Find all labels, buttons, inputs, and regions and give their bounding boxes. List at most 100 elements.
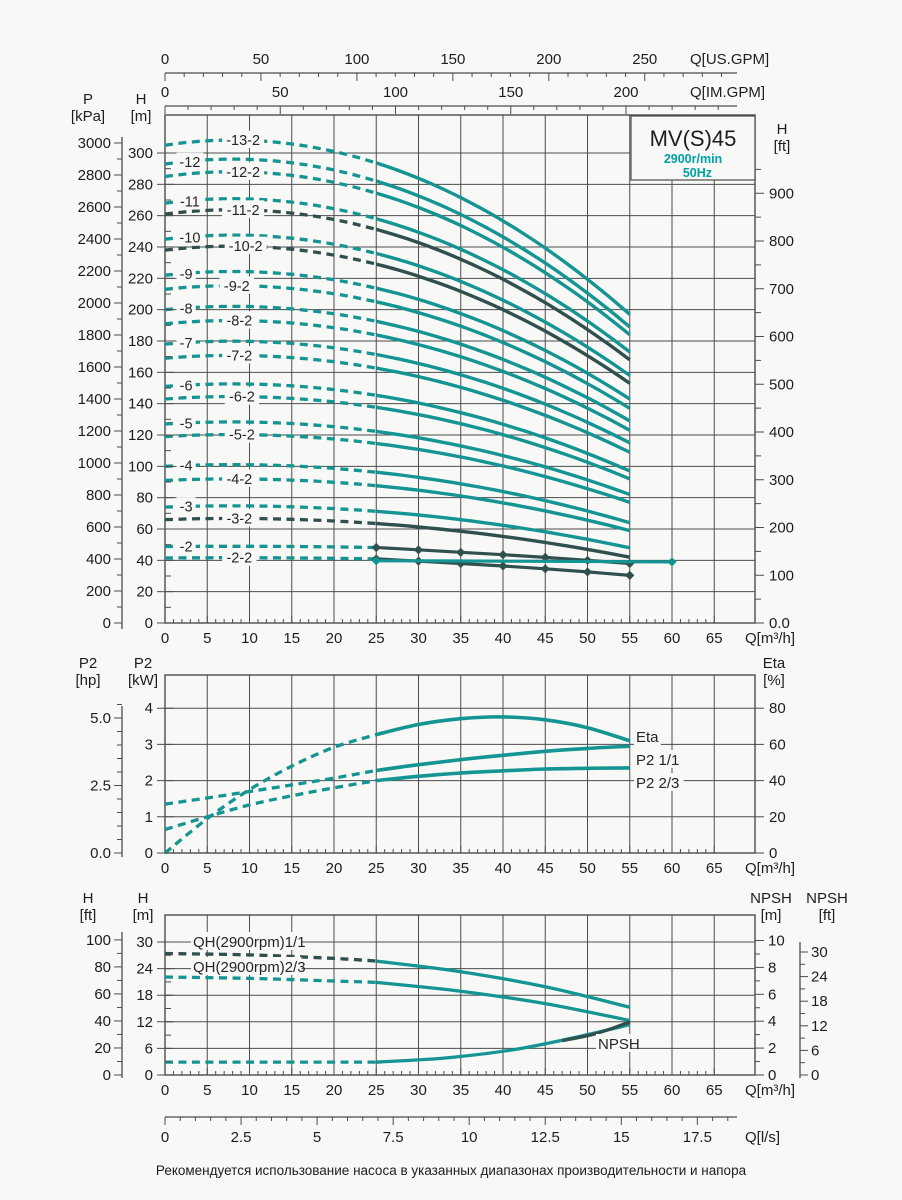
tick-label: 50	[579, 860, 596, 877]
curve-solid-segment	[375, 179, 631, 329]
pump-frequency: 50Hz	[683, 166, 712, 180]
label-mask	[634, 773, 684, 791]
axis-title: [ft]	[80, 907, 97, 924]
tick-label: 120	[128, 427, 153, 444]
curve-solid-segment	[375, 251, 631, 377]
curve-9-2	[164, 284, 631, 410]
tick-label: 0	[161, 860, 169, 877]
label-mask	[222, 508, 257, 527]
tick-label: 0	[161, 1082, 169, 1099]
tick-label: 60	[664, 1082, 681, 1099]
tick-label: 0.0	[90, 845, 111, 862]
axis-title: [ft]	[819, 907, 836, 924]
tick-label: 50	[579, 1082, 596, 1099]
curve-p2-1-1	[164, 744, 630, 806]
tick-label: 50	[272, 84, 289, 101]
max-flow-extension	[371, 556, 677, 567]
curve-label-9-2: -9-2	[224, 279, 250, 295]
label-mask	[222, 311, 257, 329]
tick-label: 40	[495, 630, 512, 647]
axis-title: [m]	[131, 108, 152, 125]
tick-label: 2400	[78, 231, 111, 248]
tick-label: 10	[461, 1129, 478, 1146]
curve-dashed-segment	[164, 318, 377, 337]
label-mask	[222, 200, 265, 218]
axis-title: Q[m³/h]	[745, 860, 795, 877]
tick-label: 30	[410, 1082, 427, 1099]
curve-9	[164, 269, 631, 401]
curve-10	[164, 233, 631, 377]
curve-solid-segment	[376, 559, 673, 564]
pump-model: MV(S)45	[650, 126, 737, 151]
axis-q-m3h-bottom: 0 5 10 15 20 25 30 35 40 45 50 55 60 65 Q[m³/h]	[161, 1082, 795, 1099]
curve-13-2	[164, 138, 631, 316]
label-mask	[176, 413, 196, 432]
tick-label: 18	[811, 993, 828, 1010]
tick-label: 60	[769, 736, 786, 753]
tick-label: 200	[769, 520, 794, 537]
tick-label: 80	[136, 490, 153, 507]
axis-title: Q[IM.GPM]	[690, 84, 765, 101]
tick-label: 2200	[78, 263, 111, 280]
tick-label: 15	[283, 1082, 300, 1099]
curve-4	[164, 463, 631, 525]
tick-label: 10	[241, 860, 258, 877]
tick-label: 0	[161, 51, 169, 68]
curve-6	[164, 382, 631, 473]
axis-title: P2	[79, 655, 97, 672]
tick-label: 2.5	[231, 1129, 252, 1146]
curve-segment	[376, 959, 631, 1009]
curve-solid-segment	[375, 300, 631, 410]
label-mask	[176, 536, 196, 555]
tick-label: 0	[145, 615, 153, 632]
axis-title: [m]	[133, 907, 154, 924]
tick-label: 12	[136, 1014, 153, 1031]
label-mask	[222, 469, 257, 487]
tick-label: 800	[86, 487, 111, 504]
tick-label: 0	[145, 1067, 153, 1084]
tick-label: 160	[128, 364, 153, 381]
tick-label: 4	[768, 1013, 776, 1030]
tick-label: 260	[128, 208, 153, 225]
series-label: QH(2900rpm)2/3	[193, 959, 306, 976]
curve-dashed-segment	[164, 353, 377, 370]
curve-dashed-segment	[164, 339, 377, 357]
tick-label: 1600	[78, 359, 111, 376]
tick-label: 30	[136, 934, 153, 951]
tick-label: 200	[536, 51, 561, 68]
tick-label: 250	[632, 51, 657, 68]
axis-p2-hp: 0.0 2.5 5.0 P2[hp]	[75, 655, 123, 862]
tick-label: 60	[664, 860, 681, 877]
tick-label: 3000	[78, 135, 111, 152]
curve-dashed-segment	[164, 197, 377, 221]
axis-title: Q[m³/h]	[745, 630, 795, 647]
tick-label: 30	[410, 860, 427, 877]
marker-diamond	[371, 556, 381, 566]
curve-dashed-segment	[164, 170, 377, 195]
curve-label-10: -10	[179, 231, 200, 247]
series-label: P2 1/1	[636, 752, 679, 769]
tick-label: 2000	[78, 295, 111, 312]
tick-label: 500	[769, 376, 794, 393]
tick-label: 1	[145, 809, 153, 826]
tick-label: 100	[344, 51, 369, 68]
axis-title: [kPa]	[71, 108, 105, 125]
tick-label: 18	[136, 987, 153, 1004]
axis-title: H	[777, 121, 788, 138]
tick-label: 35	[452, 860, 469, 877]
curve-solid-segment	[375, 286, 631, 401]
tick-label: 40	[495, 860, 512, 877]
tick-label: 900	[769, 185, 794, 202]
label-mask	[176, 497, 196, 515]
tick-label: 600	[769, 329, 794, 346]
curve-solid-segment	[376, 429, 631, 497]
tick-label: 45	[537, 630, 554, 647]
tick-label: 1000	[78, 455, 111, 472]
qh-npsh-curves: QH(2900rpm)1/1 QH(2900rpm)2/3 NPSH	[164, 932, 640, 1064]
mid-chart-grid	[164, 674, 756, 854]
curve-solid-segment	[376, 744, 630, 773]
curve-label-5-2: -5-2	[229, 428, 255, 444]
curve-3	[164, 504, 631, 550]
